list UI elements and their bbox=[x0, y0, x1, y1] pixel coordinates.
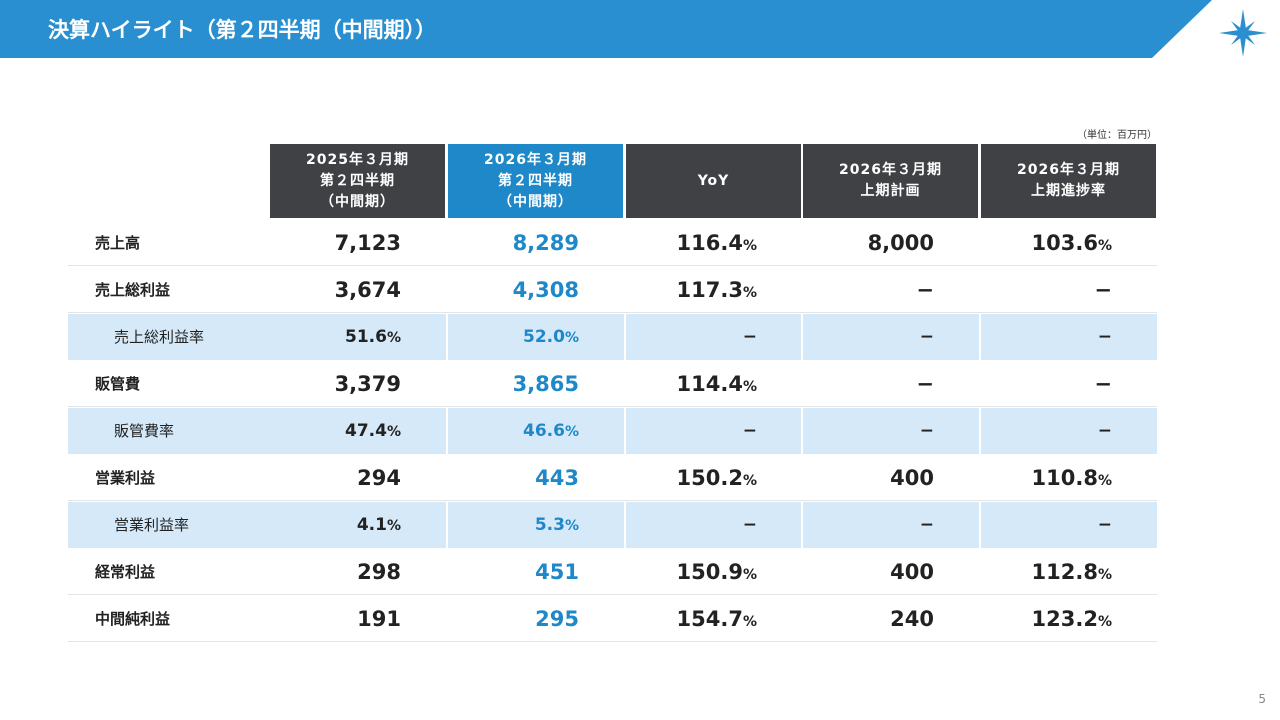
column-header: 2025年３月期 第２四半期 （中間期） bbox=[270, 144, 445, 218]
header-line: YoY bbox=[697, 172, 730, 189]
cell-value: − bbox=[919, 421, 934, 441]
header-line: 上期計画 bbox=[860, 183, 921, 199]
cell-divider bbox=[979, 408, 981, 454]
table-row: 営業利益率 4.1% 5.3% − − − bbox=[68, 502, 1157, 548]
table-row: 営業利益 294 443 150.2% 400 110.8% bbox=[68, 455, 1157, 501]
cell-value: 443 bbox=[535, 466, 579, 490]
cell-divider bbox=[801, 314, 803, 360]
cell-value: 7,123 bbox=[334, 231, 401, 255]
cell-divider bbox=[446, 314, 448, 360]
header-bar bbox=[0, 0, 1267, 58]
cell-divider bbox=[624, 408, 626, 454]
header-line: 2026年３月期 bbox=[839, 162, 942, 178]
cell-value: 400 bbox=[890, 466, 934, 490]
cell-divider bbox=[801, 408, 803, 454]
cell-value: 46.6% bbox=[523, 421, 579, 441]
cell-value: 8,000 bbox=[867, 231, 934, 255]
cell-value: − bbox=[916, 372, 934, 396]
header-line: （中間期） bbox=[320, 193, 395, 210]
row-label: 販管費率 bbox=[114, 422, 175, 440]
cell-value: 191 bbox=[357, 607, 401, 631]
table-row: 販管費率 47.4% 46.6% − − − bbox=[68, 408, 1157, 454]
cell-value: − bbox=[919, 515, 934, 535]
cell-value: 150.9% bbox=[676, 560, 757, 584]
header-line: 第２四半期 bbox=[498, 172, 573, 189]
cell-value: 52.0% bbox=[523, 327, 579, 347]
unit-note: （単位：百万円） bbox=[1077, 130, 1157, 141]
cell-value: 117.3% bbox=[676, 278, 757, 302]
cell-value: − bbox=[916, 278, 934, 302]
header-line: 2025年３月期 bbox=[306, 151, 409, 168]
cell-value: 451 bbox=[535, 560, 579, 584]
cell-value: 116.4% bbox=[676, 231, 757, 255]
cell-value: 298 bbox=[357, 560, 401, 584]
cell-value: 110.8% bbox=[1031, 466, 1112, 490]
header-line: （中間期） bbox=[498, 193, 573, 210]
row-label: 売上総利益 bbox=[95, 281, 171, 299]
cell-value: − bbox=[742, 327, 757, 347]
cell-value: − bbox=[1097, 515, 1112, 535]
cell-value: − bbox=[742, 421, 757, 441]
cell-value: 3,865 bbox=[512, 372, 579, 396]
table-row: 販管費 3,379 3,865 114.4% − − bbox=[68, 361, 1157, 407]
cell-value: 295 bbox=[535, 607, 579, 631]
table-row: 売上高 7,123 8,289 116.4% 8,000 103.6% bbox=[68, 220, 1157, 266]
row-label: 営業利益 bbox=[95, 469, 156, 487]
cell-value: 103.6% bbox=[1031, 231, 1112, 255]
cell-value: 154.7% bbox=[676, 607, 757, 631]
header-line: 上期進捗率 bbox=[1031, 183, 1106, 199]
cell-value: 400 bbox=[890, 560, 934, 584]
cell-value: 112.8% bbox=[1031, 560, 1112, 584]
cell-divider bbox=[979, 314, 981, 360]
cell-value: 114.4% bbox=[676, 372, 757, 396]
table-row: 売上総利益 3,674 4,308 117.3% − − bbox=[68, 267, 1157, 313]
cell-divider bbox=[979, 502, 981, 548]
cell-value: 4.1% bbox=[356, 515, 401, 535]
cell-value: 3,674 bbox=[334, 278, 401, 302]
table-row: 経常利益 298 451 150.9% 400 112.8% bbox=[68, 549, 1157, 595]
column-header: YoY bbox=[626, 144, 801, 218]
cell-divider bbox=[801, 502, 803, 548]
row-label: 経常利益 bbox=[95, 563, 156, 581]
page-number: 5 bbox=[1258, 692, 1266, 706]
column-header: 2026年３月期 上期進捗率 bbox=[981, 144, 1156, 218]
cell-divider bbox=[446, 408, 448, 454]
column-header: 2026年３月期 第２四半期 （中間期） bbox=[448, 144, 623, 218]
cell-value: 47.4% bbox=[345, 421, 401, 441]
cell-value: − bbox=[1094, 278, 1112, 302]
slide-title: 決算ハイライト（第２四半期（中間期）） bbox=[48, 18, 437, 42]
cell-value: 123.2% bbox=[1031, 607, 1112, 631]
column-header: 2026年３月期 上期計画 bbox=[803, 144, 978, 218]
cell-value: − bbox=[1097, 421, 1112, 441]
table-row: 売上総利益率 51.6% 52.0% − − − bbox=[68, 314, 1157, 360]
cell-value: 51.6% bbox=[345, 327, 401, 347]
cell-value: − bbox=[1094, 372, 1112, 396]
cell-value: 3,379 bbox=[334, 372, 401, 396]
cell-value: − bbox=[742, 515, 757, 535]
cell-value: 8,289 bbox=[512, 231, 579, 255]
row-label: 売上総利益率 bbox=[114, 328, 205, 346]
row-label: 売上高 bbox=[95, 234, 141, 252]
cell-divider bbox=[624, 314, 626, 360]
header-line: 2026年３月期 bbox=[1017, 162, 1120, 178]
table-row: 中間純利益 191 295 154.7% 240 123.2% bbox=[68, 596, 1157, 642]
cell-value: − bbox=[919, 327, 934, 347]
cell-divider bbox=[624, 502, 626, 548]
row-label: 販管費 bbox=[95, 375, 141, 393]
cell-value: 4,308 bbox=[512, 278, 579, 302]
row-label: 中間純利益 bbox=[95, 610, 171, 628]
cell-divider bbox=[446, 502, 448, 548]
cell-value: − bbox=[1097, 327, 1112, 347]
cell-value: 240 bbox=[890, 607, 934, 631]
cell-value: 294 bbox=[357, 466, 401, 490]
cell-value: 150.2% bbox=[676, 466, 757, 490]
cell-value: 5.3% bbox=[534, 515, 579, 535]
row-label: 営業利益率 bbox=[114, 516, 190, 534]
header-line: 第２四半期 bbox=[320, 172, 395, 189]
header-line: 2026年３月期 bbox=[484, 151, 587, 168]
